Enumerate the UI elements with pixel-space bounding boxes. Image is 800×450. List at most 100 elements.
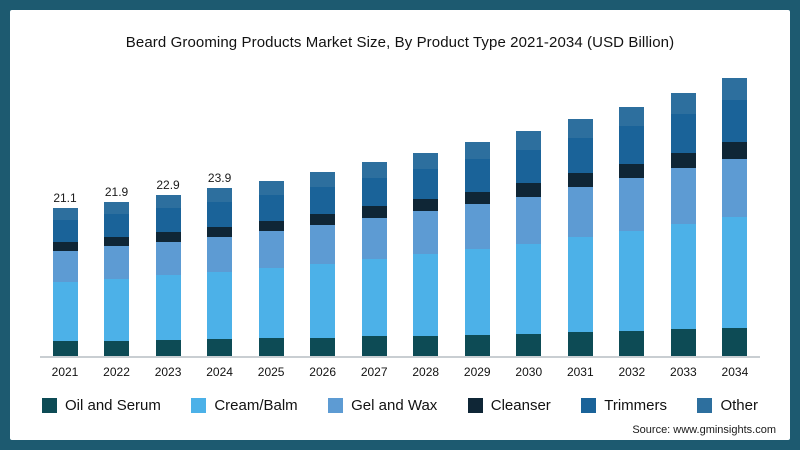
bar-segment-oil-and-serum (619, 330, 645, 356)
legend: Oil and Serum Cream/Balm Gel and Wax Cleans… (40, 397, 760, 414)
bar-stack (310, 171, 336, 356)
bar-column-2029 (456, 125, 498, 356)
chart-title: Beard Grooming Products Market Size, By … (125, 34, 675, 51)
bar-segment-oil-and-serum (258, 338, 284, 356)
legend-label: Oil and Serum (65, 397, 161, 414)
bar-stack (670, 92, 696, 356)
legend-swatch (191, 398, 207, 413)
legend-label: Gel and Wax (351, 397, 438, 414)
bar-column-2032 (611, 90, 653, 356)
legend-item-gel-and-wax: Gel and Wax (328, 397, 437, 414)
bar-segment-cleanser (516, 183, 542, 197)
bar-segment-oil-and-serum (104, 340, 130, 356)
legend-item-cream-balm: Cream/Balm (191, 397, 298, 414)
bar-segment-trimmers (722, 100, 748, 142)
bar-segment-trimmers (413, 169, 439, 200)
bar-segment-cream-balm (207, 271, 233, 340)
x-axis-label: 2034 (721, 365, 749, 379)
bar-column-2026 (302, 155, 344, 356)
x-axis-label: 2033 (670, 365, 697, 379)
bar-segment-oil-and-serum (464, 334, 490, 356)
bar-segment-gel-and-wax (207, 236, 233, 272)
bar-segment-trimmers (52, 219, 78, 243)
bar-segment-cleanser (155, 231, 181, 242)
bar-segment-gel-and-wax (567, 187, 593, 238)
bar-segment-oil-and-serum (670, 329, 696, 356)
bar-segment-cleanser (413, 199, 439, 212)
bar-segment-trimmers (155, 207, 181, 232)
bar-value-label: 21.1 (53, 190, 77, 205)
bar-segment-trimmers (104, 214, 130, 238)
bar-segment-oil-and-serum (155, 339, 181, 356)
bar-segment-gel-and-wax (155, 241, 181, 276)
legend-swatch (467, 398, 483, 413)
legend-label: Cleanser (490, 397, 551, 414)
x-axis-label: 2026 (309, 365, 336, 379)
legend-item-other: Other (697, 397, 758, 414)
bar-segment-trimmers (670, 113, 696, 153)
bar-stack (361, 162, 387, 356)
bar-stack (464, 142, 490, 356)
bar-segment-other (670, 92, 696, 114)
bar-column-2023: 22.9 (147, 178, 189, 356)
bar-segment-cream-balm (670, 223, 696, 330)
x-axis-label: 2025 (257, 365, 285, 379)
bar-segment-cream-balm (516, 243, 542, 334)
bar-segment-cream-balm (413, 254, 439, 336)
bar-segment-gel-and-wax (516, 196, 542, 244)
bar-column-2024: 23.9 (199, 171, 241, 356)
x-axis-label: 2021 (51, 365, 79, 379)
bar-segment-cleanser (361, 206, 387, 219)
bar-segment-gel-and-wax (52, 251, 78, 283)
bar-segment-trimmers (361, 177, 387, 207)
bar-segment-cream-balm (722, 216, 748, 328)
bar-segment-cream-balm (464, 249, 490, 335)
bar-segment-gel-and-wax (670, 168, 696, 224)
bar-segment-other (361, 162, 387, 178)
bar-segment-trimmers (619, 126, 645, 164)
bar-column-2021: 21.1 (44, 191, 86, 356)
bar-segment-oil-and-serum (361, 336, 387, 356)
bar-column-2034 (714, 61, 756, 356)
legend-swatch (581, 398, 597, 413)
legend-item-oil-and-serum: Oil and Serum (42, 397, 161, 414)
bar-segment-gel-and-wax (722, 158, 748, 217)
x-axis-label: 2032 (618, 365, 646, 379)
bar-segment-oil-and-serum (310, 337, 336, 356)
bar-stack (258, 180, 284, 356)
legend-item-trimmers: Trimmers (581, 397, 667, 414)
bar-column-2033 (662, 76, 704, 356)
legend-swatch (42, 398, 57, 413)
bar-segment-trimmers (567, 137, 593, 174)
bar-segment-oil-and-serum (413, 335, 439, 356)
bar-segment-other (464, 142, 490, 160)
bar-segment-gel-and-wax (104, 246, 130, 279)
x-axis: 2021 2022 2023 2024 2025 2026 2027 2028 2029 2030… (40, 358, 760, 379)
bar-segment-gel-and-wax (619, 178, 645, 232)
source-text: Source: www.gminsights.com (632, 424, 776, 436)
x-axis-label: 2027 (360, 365, 388, 379)
bar-segment-oil-and-serum (207, 339, 233, 356)
bar-segment-other (155, 195, 181, 208)
legend-label: Other (720, 397, 758, 414)
legend-label: Trimmers (604, 397, 667, 414)
bar-segment-gel-and-wax (310, 225, 336, 264)
x-axis-label: 2031 (566, 365, 594, 379)
bar-segment-trimmers (258, 194, 284, 221)
bar-stack (155, 195, 181, 356)
bar-segment-other (52, 207, 78, 220)
bar-segment-cleanser (310, 214, 336, 226)
bar-segment-cleanser (670, 152, 696, 169)
bar-segment-other (310, 171, 336, 187)
bar-segment-cleanser (104, 237, 130, 247)
bar-segment-oil-and-serum (52, 341, 78, 356)
x-axis-label: 2024 (206, 365, 233, 379)
bar-column-2031 (559, 102, 601, 356)
bar-segment-other (722, 77, 748, 101)
bar-segment-trimmers (310, 186, 336, 215)
bar-stack (722, 77, 748, 356)
bar-segment-other (207, 188, 233, 202)
bar-segment-gel-and-wax (361, 218, 387, 260)
bar-segment-cream-balm (258, 268, 284, 339)
